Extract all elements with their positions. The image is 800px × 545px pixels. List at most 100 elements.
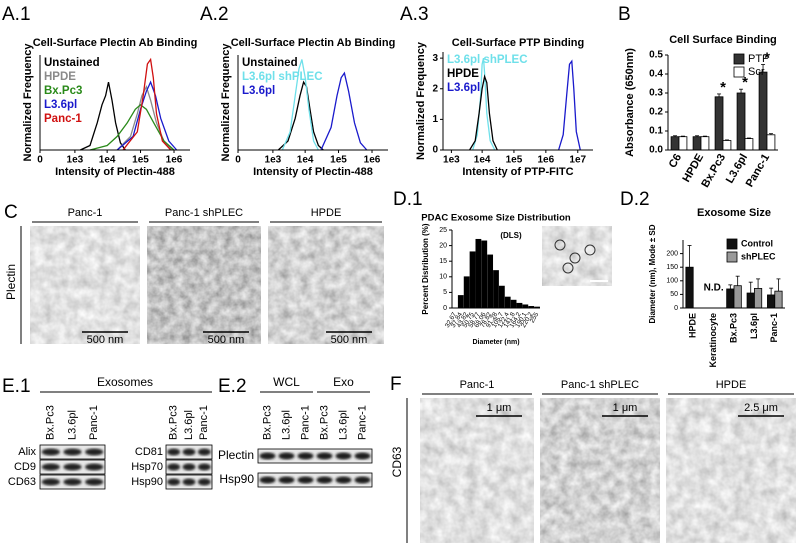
lane-label: Bx.Pc3: [168, 405, 180, 440]
blot-band: [354, 476, 371, 484]
lane-label: Bx.Pc3: [261, 405, 273, 440]
x-tick-label: Bx.Pc3: [728, 313, 738, 343]
x-tick-label: 1e6: [364, 155, 381, 166]
histogram-line: [116, 80, 178, 151]
bar: [481, 240, 488, 309]
bar: [685, 266, 694, 309]
legend-label: Unstained: [44, 57, 100, 69]
panel-label: B: [618, 4, 631, 25]
bar: [726, 288, 735, 309]
y-tick-label: 25: [439, 227, 447, 234]
lane-label: L3.6pl: [66, 410, 78, 440]
chart-title: Cell-Surface Plectin Ab Binding: [33, 37, 198, 49]
y-axis-label: Normalized Frequency: [22, 43, 34, 162]
chart-subtitle: (DLS): [500, 231, 522, 240]
y-tick-label: 0: [443, 305, 447, 312]
y-tick-label: 2: [432, 83, 438, 94]
bar: [744, 138, 754, 151]
bar: [736, 92, 746, 151]
histogram-line: [277, 80, 324, 151]
y-tick-label: 20: [439, 242, 447, 249]
legend-label: Bx.Pc3: [44, 85, 82, 97]
histogram-line: [89, 103, 175, 151]
lane-label: Panc-1: [299, 405, 311, 440]
blot-band: [182, 448, 196, 456]
bar: [766, 134, 776, 151]
lane-label: Bx.Pc3: [318, 405, 330, 440]
y-tick-label: 0.4: [649, 69, 663, 80]
legend-swatch: [733, 53, 745, 65]
y-tick-label: 10: [439, 274, 447, 281]
exosome: [562, 262, 574, 274]
blot-band: [316, 476, 333, 484]
row-label: Plectin: [218, 448, 254, 462]
bar: [700, 136, 710, 151]
y-axis-label: Absorbance (650nm): [624, 48, 636, 157]
category-note: *: [742, 74, 748, 91]
blot-band: [182, 478, 196, 486]
bar: [498, 285, 505, 309]
x-tick-label: 1e5: [330, 155, 347, 166]
lane-label: Bx.Pc3: [45, 405, 57, 440]
blot-band: [167, 463, 181, 471]
blot-band: [297, 476, 314, 484]
x-tick-label: 1e4: [99, 155, 116, 166]
micrograph: [420, 398, 534, 543]
bar: [510, 299, 517, 309]
bar: [469, 251, 476, 309]
bar: [493, 270, 499, 309]
row-label: Hsp90: [219, 472, 254, 486]
blot-band: [85, 463, 104, 471]
panel-label: E.2: [218, 376, 247, 397]
scale-label: 500 nm: [87, 334, 124, 346]
lane-label: Panc-1: [88, 405, 100, 440]
blot-band: [354, 452, 371, 460]
y-axis-label: Percent Distribution (%): [421, 223, 430, 314]
panel-label: C: [4, 202, 18, 223]
legend-label: L3.6pl: [44, 99, 77, 111]
micrograph: [30, 226, 140, 344]
y-axis-label: Normalized Frequency: [415, 41, 427, 160]
blot-band: [167, 478, 181, 486]
blot-band: [85, 448, 104, 456]
category-note: N.D.: [704, 283, 724, 294]
bar: [457, 295, 464, 309]
histogram-line: [80, 81, 126, 151]
blot-band: [41, 478, 60, 486]
blot-band: [335, 476, 352, 484]
blot-band: [197, 463, 211, 471]
x-axis-label: Intensity of Plectin-488: [55, 166, 175, 178]
legend-label: HPDE: [447, 68, 479, 80]
legend-label: L3.6pl: [242, 85, 275, 97]
group-label: WCL: [273, 375, 300, 389]
x-axis-label: Intensity of Plectin-488: [253, 166, 373, 178]
histogram-line: [320, 71, 368, 151]
chart-title: PDAC Exosome Size Distribution: [421, 213, 571, 224]
bar: [475, 238, 482, 309]
chart-title: Exosome Size: [697, 207, 771, 219]
bar: [758, 71, 768, 151]
blot-band: [335, 452, 352, 460]
x-tick-label: 255: [529, 311, 541, 324]
image-title: Panc-1 shPLEC: [561, 379, 639, 391]
lane-label: L3.6pl: [183, 410, 195, 440]
blot-band: [297, 452, 314, 460]
blot-band: [63, 463, 82, 471]
image-title: Panc-1: [68, 207, 103, 219]
panel-label: A.2: [200, 4, 229, 25]
panel-label: D.1: [393, 189, 423, 210]
histogram-line: [281, 59, 319, 151]
row-label: CD9: [14, 461, 36, 473]
legend-label: Unstained: [242, 57, 298, 69]
blot-band: [259, 452, 276, 460]
category-note: *: [720, 79, 726, 96]
scale-label: 500 nm: [208, 334, 245, 346]
panel-label: A.3: [400, 4, 429, 25]
bar: [767, 294, 776, 309]
scale-label: 1 μm: [613, 402, 638, 414]
image-title: HPDE: [716, 379, 747, 391]
bar: [733, 285, 742, 309]
bar: [487, 254, 494, 309]
panel-label: F: [390, 374, 402, 395]
